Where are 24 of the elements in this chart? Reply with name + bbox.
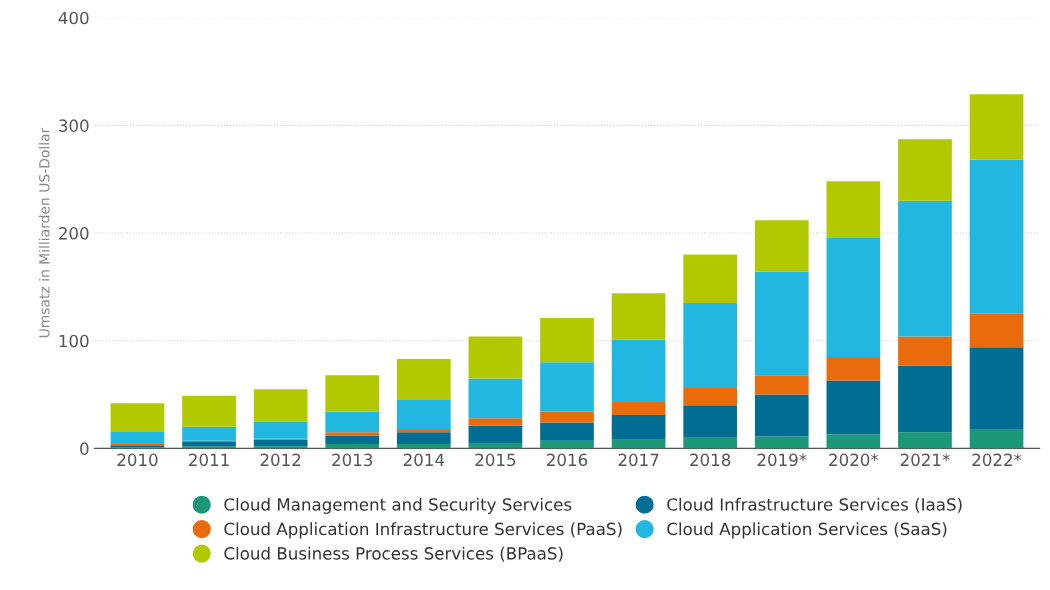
legend-label: Cloud Application Infrastructure Services (PaaS) [224,522,622,539]
x-tick-label: 2022* [972,453,1022,467]
legend-label: Cloud Infrastructure Services (IaaS) [667,497,962,513]
y-tick-label: 300 [59,119,89,132]
legend-label: Cloud Business Process Services (BPaaS) [224,546,563,562]
x-tick-label: 2010 [117,453,158,467]
x-tick-label: 2019* [757,453,807,467]
x-tick-label: 2013 [332,453,373,467]
legend-label: Cloud Management and Security Services [224,497,572,514]
x-tick-label: 2012 [260,453,301,467]
x-tick-label: 2016 [547,453,588,467]
legend-label: Cloud Application Services (SaaS) [667,522,947,539]
x-tick-label: 2017 [618,453,659,467]
x-tick-label: 2011 [189,453,229,467]
x-tick-label: 2020* [829,453,879,467]
y-tick-label: 400 [58,11,89,25]
x-tick-label: 2014 [403,453,445,467]
y-tick-label: 100 [59,334,89,348]
x-tick-label: 2021* [900,453,950,467]
y-tick-label: 0 [80,442,89,455]
x-tick-label: 2015 [475,453,516,467]
y-axis-title: Umsatz in Milliarden US-Dollar [38,127,50,338]
y-tick-label: 200 [59,227,89,240]
x-tick-label: 2018 [690,453,731,467]
